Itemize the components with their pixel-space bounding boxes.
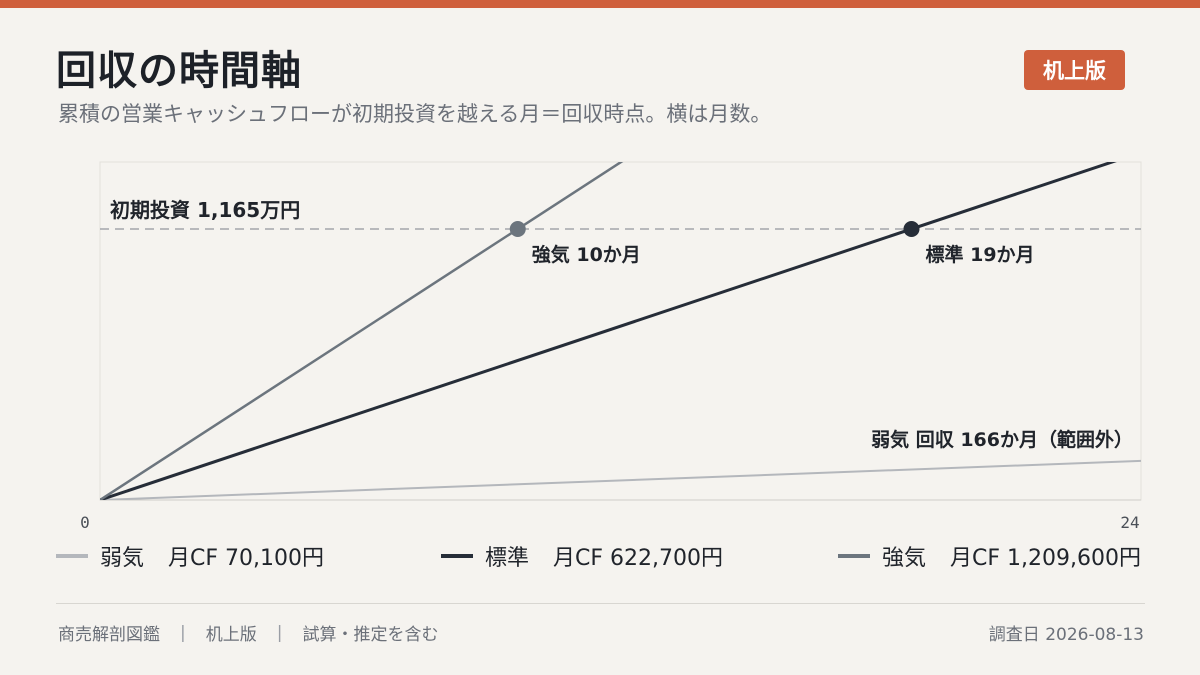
page-title: 回収の時間軸 — [56, 48, 302, 94]
footer-brand: 商売解剖図鑑 — [58, 625, 160, 645]
top-accent-bar — [0, 0, 1200, 8]
payback-label-bear: 弱気 回収 166か月（範囲外） — [871, 428, 1133, 451]
series-line-bear — [100, 459, 1141, 500]
legend-swatch-base — [441, 554, 473, 558]
footer-edition: 机上版 — [205, 625, 257, 645]
legend-label-bear: 弱気 — [100, 546, 145, 571]
payback-label-bull: 強気 10か月 — [532, 243, 641, 266]
legend-item-base: 標準 月CF 622,700円 — [441, 540, 723, 572]
legend-label-bull: 強気 — [882, 546, 927, 571]
legend-label-base: 標準 — [485, 546, 530, 571]
edition-badge: 机上版 — [1024, 50, 1125, 90]
legend-cf-bull: 月CF 1,209,600円 — [950, 546, 1141, 571]
page-subtitle: 累積の営業キャッシュフローが初期投資を越える月＝回収時点。横は月数。 — [58, 102, 772, 126]
legend-swatch-bull — [838, 554, 870, 558]
legend-item-bull: 強気 月CF 1,209,600円 — [838, 540, 1141, 572]
footer-note: 試算・推定を含む — [302, 625, 439, 645]
footer-credits: 商売解剖図鑑 | 机上版 | 試算・推定を含む — [58, 620, 439, 646]
legend-swatch-bear — [56, 554, 88, 558]
investment-threshold-label: 初期投資 1,165万円 — [110, 198, 300, 222]
payback-marker-bull — [509, 221, 526, 237]
series-line-base — [100, 162, 1117, 500]
payback-marker-base — [903, 221, 920, 237]
payback-label-base: 標準 19か月 — [925, 243, 1034, 266]
legend-item-bear: 弱気 月CF 70,100円 — [56, 540, 324, 572]
footer-date: 調査日 2026-08-13 — [988, 625, 1144, 645]
legend-cf-bear: 月CF 70,100円 — [168, 546, 325, 571]
footer-divider — [56, 603, 1145, 604]
series-line-bull — [100, 162, 624, 500]
legend-cf-base: 月CF 622,700円 — [553, 546, 724, 571]
footer-separator: | — [180, 622, 186, 643]
x-tick-label-0: 0 — [80, 513, 90, 532]
footer-separator: | — [276, 622, 283, 643]
x-tick-label-24: 24 — [1120, 513, 1139, 532]
